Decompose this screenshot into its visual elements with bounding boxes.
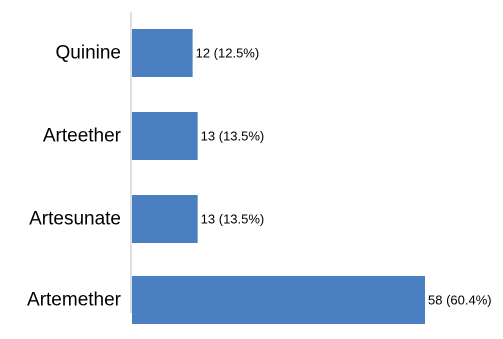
bar-artemether [132, 276, 425, 324]
bar-quinine [132, 29, 193, 77]
bar-arteether [132, 112, 198, 160]
data-label-quinine: 12 (12.5%) [196, 46, 260, 61]
data-label-artesunate: 13 (13.5%) [201, 212, 265, 227]
category-label-quinine: Quinine [56, 43, 122, 64]
bar-artesunate [132, 195, 198, 243]
data-label-arteether: 13 (13.5%) [201, 129, 265, 144]
category-label-artesunate: Artesunate [29, 209, 121, 230]
category-label-arteether: Arteether [43, 126, 122, 147]
data-label-artemether: 58 (60.4%) [428, 293, 492, 308]
category-label-artemether: Artemether [27, 290, 122, 311]
labels-group: Quinine 12 (12.5%) Arteether 13 (13.5%) Arte… [27, 43, 492, 311]
bars-group [132, 29, 425, 324]
